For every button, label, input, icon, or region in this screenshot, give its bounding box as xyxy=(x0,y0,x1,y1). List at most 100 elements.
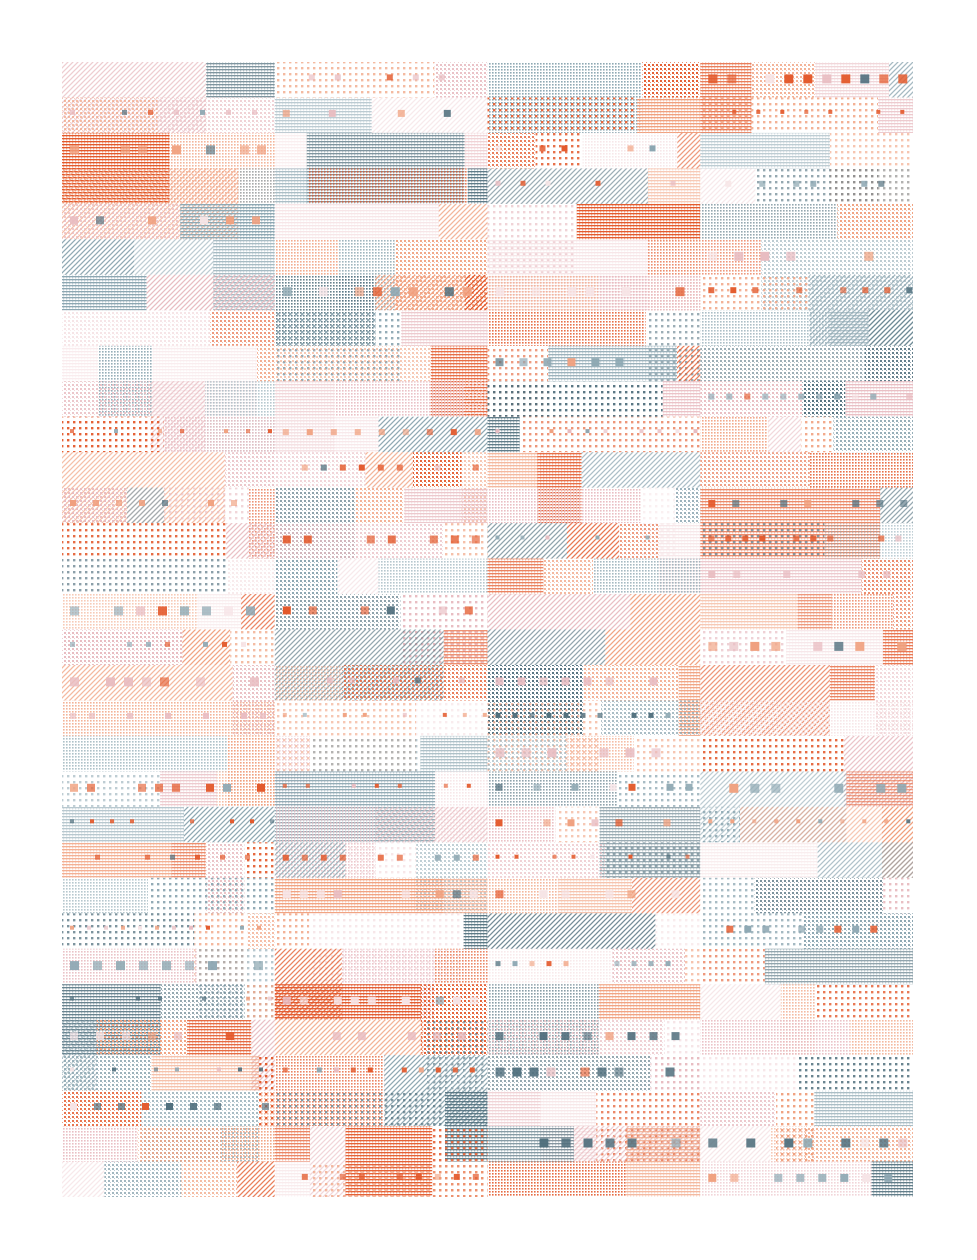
square-marker xyxy=(774,819,779,824)
square-marker xyxy=(495,890,504,899)
square-marker xyxy=(759,180,766,187)
square-marker xyxy=(464,606,473,615)
square-marker xyxy=(552,854,557,859)
pattern-tile xyxy=(62,523,227,559)
square-marker xyxy=(96,216,104,225)
pattern-tile xyxy=(274,1126,310,1162)
pattern-tile xyxy=(62,629,183,665)
pattern-tile xyxy=(181,1161,238,1197)
pattern-tile xyxy=(809,452,913,488)
square-marker xyxy=(906,393,913,400)
square-marker xyxy=(864,251,874,261)
square-marker xyxy=(136,996,140,1001)
square-marker xyxy=(583,1032,592,1041)
square-marker xyxy=(615,358,624,367)
square-marker xyxy=(443,783,448,788)
square-marker xyxy=(861,180,868,187)
square-marker xyxy=(127,712,133,719)
square-marker xyxy=(495,677,504,686)
square-marker xyxy=(308,74,315,81)
square-marker xyxy=(358,1173,365,1180)
square-marker xyxy=(495,854,500,859)
square-marker xyxy=(246,996,250,1001)
square-marker xyxy=(303,535,312,544)
square-marker xyxy=(206,925,210,930)
square-marker xyxy=(70,961,79,971)
square-marker xyxy=(529,712,535,718)
square-marker xyxy=(563,961,569,967)
pattern-tile xyxy=(274,416,379,453)
pattern-tile xyxy=(62,239,135,275)
square-marker xyxy=(539,890,548,899)
pattern-tile xyxy=(274,452,366,488)
pattern-tile xyxy=(247,913,275,949)
square-marker xyxy=(898,74,908,84)
pattern-tile xyxy=(837,203,913,240)
square-marker xyxy=(561,145,568,152)
square-marker xyxy=(130,819,134,824)
square-marker xyxy=(339,1173,346,1180)
square-marker xyxy=(334,74,341,81)
pattern-tile xyxy=(416,700,488,736)
pattern-tile xyxy=(401,310,488,346)
square-marker xyxy=(418,1067,424,1073)
square-marker xyxy=(401,890,410,899)
square-marker xyxy=(354,287,364,297)
square-marker xyxy=(756,109,761,114)
pattern-tile xyxy=(674,487,701,524)
pattern-tile xyxy=(626,1126,701,1197)
square-marker xyxy=(545,180,551,186)
pattern-tile xyxy=(443,877,488,914)
square-marker xyxy=(595,535,600,540)
square-marker xyxy=(571,854,576,859)
square-marker xyxy=(675,429,680,434)
square-marker xyxy=(609,783,617,791)
square-marker xyxy=(435,1067,441,1073)
square-marker xyxy=(332,1032,341,1041)
square-marker xyxy=(774,1173,783,1182)
pattern-tile xyxy=(337,558,379,595)
pattern-tile xyxy=(487,132,536,169)
pattern-tile xyxy=(274,594,401,630)
square-marker xyxy=(282,287,292,297)
square-marker xyxy=(627,1032,636,1041)
pattern-tile xyxy=(375,806,488,843)
square-marker xyxy=(412,74,419,81)
square-marker xyxy=(543,819,551,827)
square-marker xyxy=(471,535,480,544)
pattern-tile xyxy=(341,665,488,701)
square-marker xyxy=(208,961,217,971)
square-marker xyxy=(549,429,554,434)
square-marker xyxy=(585,429,590,434)
square-marker xyxy=(590,854,595,859)
square-marker xyxy=(172,783,180,792)
square-marker xyxy=(401,996,410,1005)
square-marker xyxy=(386,74,393,81)
pattern-tile xyxy=(274,523,444,559)
square-marker xyxy=(841,1138,851,1148)
square-marker xyxy=(372,287,382,297)
square-marker xyxy=(222,641,227,647)
square-marker xyxy=(813,641,823,651)
square-marker xyxy=(434,854,441,861)
square-marker xyxy=(685,854,690,859)
square-marker xyxy=(138,783,146,792)
square-marker xyxy=(139,961,148,971)
square-marker xyxy=(158,606,167,616)
square-marker xyxy=(628,783,636,791)
square-marker xyxy=(245,854,250,860)
pattern-tile xyxy=(487,842,605,878)
square-marker xyxy=(402,429,409,436)
pattern-tile xyxy=(62,594,197,630)
pattern-tile xyxy=(438,203,488,240)
pattern-tile xyxy=(467,168,488,204)
square-marker xyxy=(282,606,291,615)
square-marker xyxy=(671,1032,680,1041)
square-marker xyxy=(175,1067,179,1072)
square-marker xyxy=(259,1067,263,1072)
square-marker xyxy=(70,429,74,434)
square-marker xyxy=(884,819,889,824)
square-marker xyxy=(818,819,823,824)
square-marker xyxy=(70,1103,77,1110)
square-marker xyxy=(262,1103,269,1110)
